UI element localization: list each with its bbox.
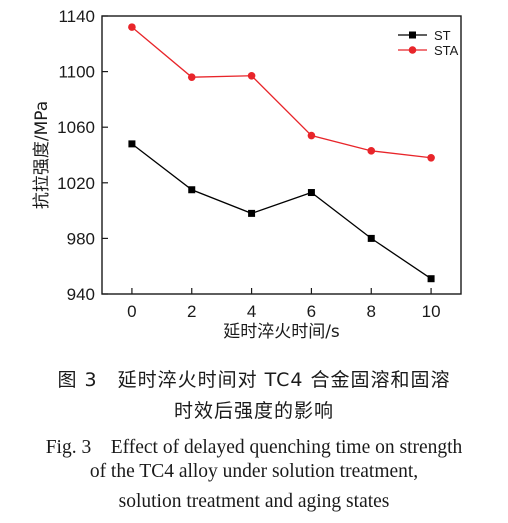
caption-en-line-1: Fig. 3 Effect of delayed quenching time …	[45, 437, 463, 458]
x-tick-label-0: 0	[127, 302, 136, 321]
y-axis-label: 抗拉强度/MPa	[32, 101, 52, 209]
legend-label-st: ST	[434, 28, 451, 43]
x-tick-label-2: 4	[247, 302, 256, 321]
point-st-4	[367, 234, 375, 242]
legend-marker-sta	[408, 46, 417, 54]
point-sta-5	[427, 153, 435, 162]
y-tick-label-1: 980	[67, 229, 95, 248]
y-tick-label-5: 1140	[58, 7, 95, 26]
point-sta-4	[367, 147, 376, 155]
x-tick-label-1: 2	[187, 302, 196, 321]
caption-en-line-3: solution treatment and aging states	[118, 491, 390, 512]
y-tick-label-2: 1020	[57, 174, 95, 193]
legend-marker-st	[409, 31, 416, 39]
x-axis-label: 延时淬火时间/s	[223, 322, 340, 342]
line-chart: 0 2 4 6 8 10 940 980 1020 1060 1100 1140 延时淬火时间/s 抗拉强…	[32, 7, 462, 342]
series-line-sta	[131, 26, 432, 159]
point-st-2	[248, 209, 256, 217]
y-tick-label-3: 1060	[57, 118, 95, 137]
x-tick-label-5: 10	[422, 302, 441, 321]
caption-cn-line-1: 图 3 延时淬火时间对 TC4 合金固溶和固溶	[57, 369, 451, 391]
point-st-1	[188, 186, 196, 194]
point-sta-1	[187, 73, 196, 81]
legend-label-sta: STA	[434, 43, 459, 58]
plot-area: 0 2 4 6 8 10 940 980 1020 1060 1100 1140 延时淬火时间/s 抗拉强…	[32, 7, 462, 342]
series-line-st	[131, 143, 432, 280]
point-sta-0	[128, 23, 136, 31]
point-sta-2	[247, 71, 256, 80]
point-st-0	[128, 140, 136, 148]
x-tick-label-3: 6	[307, 302, 316, 321]
plot-frame	[101, 15, 462, 295]
caption-en-line-2: of the TC4 alloy under solution treatmen…	[89, 461, 419, 482]
caption-cn-line-2: 时效后强度的影响	[173, 400, 334, 422]
y-tick-label-0: 940	[67, 285, 95, 304]
y-tick-label-4: 1100	[58, 63, 95, 82]
x-tick-label-4: 8	[367, 302, 376, 321]
point-sta-3	[307, 131, 316, 140]
point-st-5	[427, 275, 435, 283]
point-st-3	[307, 189, 315, 197]
